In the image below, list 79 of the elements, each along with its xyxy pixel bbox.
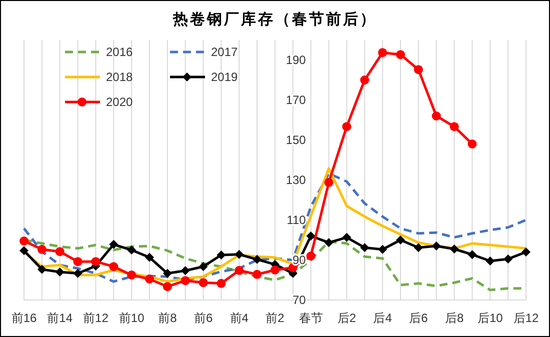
x-tick-label: 前16 (11, 311, 37, 325)
point (432, 112, 441, 120)
point (504, 254, 513, 264)
point (145, 252, 154, 262)
point (360, 243, 370, 252)
point (109, 262, 118, 272)
point (20, 246, 28, 256)
point (127, 270, 136, 280)
y-tick-label: 150 (286, 133, 306, 147)
legend-label: 2020 (106, 95, 134, 109)
x-tick-label: 后4 (373, 311, 392, 325)
point (324, 178, 334, 187)
point (450, 244, 459, 254)
x-tick-label: 前6 (194, 311, 213, 325)
point (270, 266, 280, 274)
point (486, 256, 495, 266)
point (342, 232, 352, 242)
x-tick-label: 后10 (477, 311, 504, 325)
point (342, 122, 352, 132)
point (198, 278, 208, 288)
point (450, 122, 459, 132)
point (378, 48, 388, 58)
point (73, 257, 82, 266)
x-tick-label: 前10 (118, 311, 145, 325)
point (55, 268, 64, 276)
x-tick-label: 前8 (158, 311, 178, 325)
point (306, 252, 316, 260)
point (216, 278, 226, 288)
chart-title: 热卷钢厂库存（春节前后） (172, 10, 377, 28)
x-tick-label: 前2 (266, 311, 285, 325)
x-tick-label: 后2 (337, 311, 356, 325)
y-tick-label: 170 (286, 93, 306, 107)
point (396, 236, 405, 244)
legend-label: 2019 (211, 70, 238, 84)
point (522, 248, 530, 256)
point (468, 250, 477, 260)
point (234, 250, 244, 259)
legend-label: 2018 (106, 70, 134, 84)
point (360, 76, 370, 84)
point (414, 65, 423, 74)
y-tick-label: 190 (286, 53, 306, 67)
x-tick-label: 前14 (47, 311, 73, 325)
point (180, 276, 190, 286)
y-tick-label: 110 (286, 213, 306, 227)
point (91, 257, 100, 266)
point (216, 250, 226, 260)
legend-label: 2016 (106, 45, 134, 59)
point (252, 270, 262, 279)
point (306, 232, 316, 240)
x-tick-label: 前4 (230, 311, 249, 325)
point (180, 266, 190, 276)
point (324, 238, 334, 248)
y-tick-label: 90 (292, 253, 306, 267)
x-tick-label: 后12 (513, 311, 539, 325)
y-tick-label: 70 (292, 293, 306, 307)
x-tick-label: 后6 (409, 311, 428, 325)
point (162, 268, 172, 278)
x-tick-label: 前12 (83, 311, 109, 325)
point (162, 282, 172, 292)
point (396, 50, 405, 60)
y-tick-label: 130 (286, 173, 306, 187)
legend-label: 2017 (211, 45, 238, 59)
point (37, 244, 46, 254)
point (414, 243, 423, 252)
point (468, 140, 477, 148)
point (37, 264, 46, 274)
point (127, 246, 136, 254)
point (432, 242, 441, 250)
point (73, 268, 82, 278)
point (252, 254, 262, 264)
point (109, 240, 118, 249)
point (20, 236, 28, 246)
point (234, 266, 244, 275)
x-tick-label: 春节 (298, 311, 323, 325)
point (198, 262, 208, 272)
x-tick-label: 后8 (444, 311, 464, 325)
point (145, 274, 154, 284)
point (378, 244, 388, 254)
point (55, 247, 64, 256)
